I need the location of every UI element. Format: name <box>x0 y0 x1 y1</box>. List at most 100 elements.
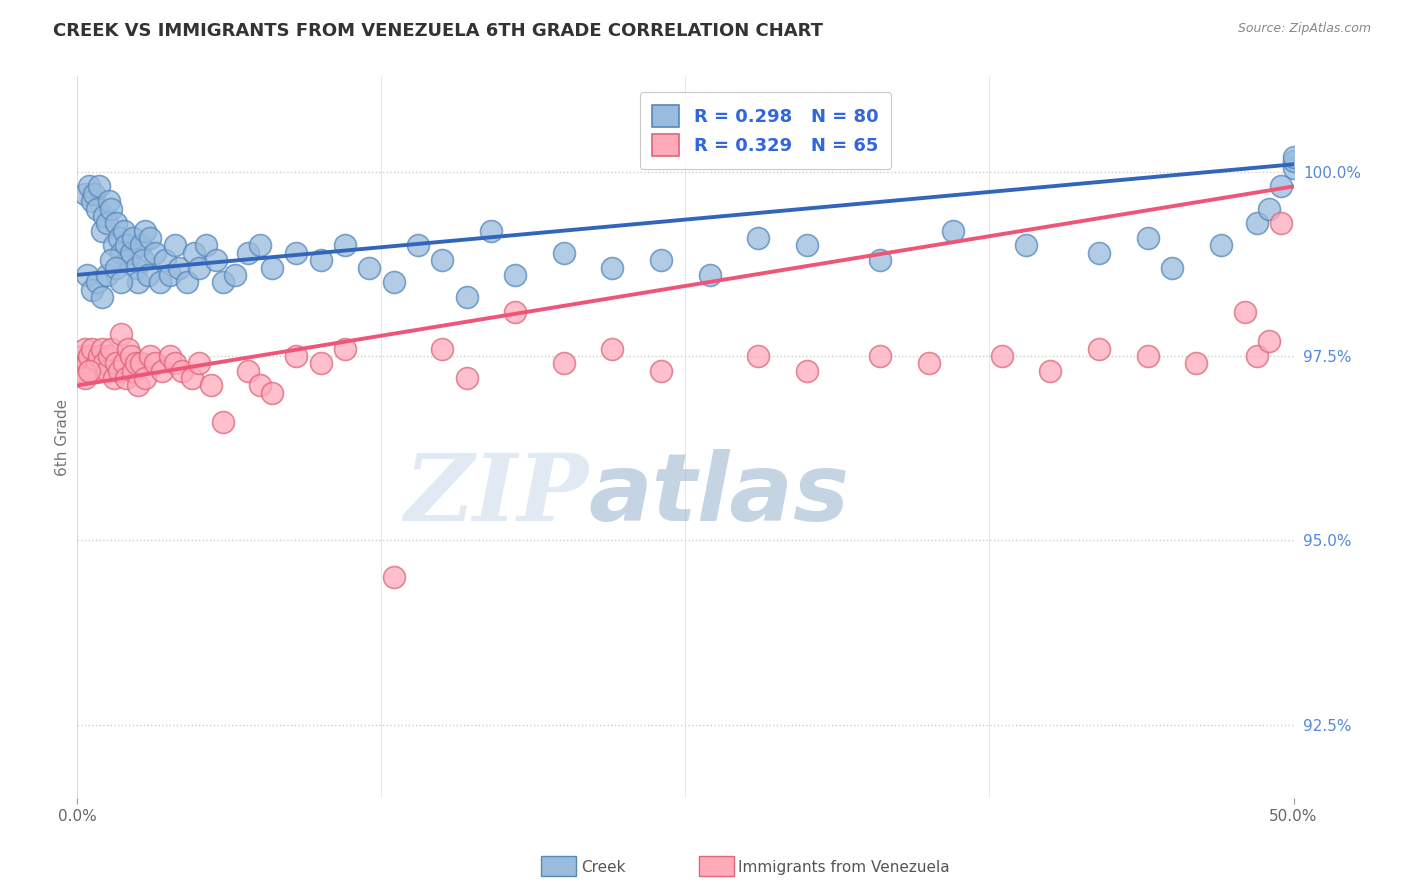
Point <box>224 268 246 282</box>
Point <box>107 364 129 378</box>
Point <box>125 260 148 275</box>
Point <box>176 275 198 289</box>
Point <box>456 290 478 304</box>
Point <box>139 231 162 245</box>
Point <box>110 245 132 260</box>
Point <box>1088 245 1111 260</box>
Text: Source: ZipAtlas.com: Source: ZipAtlas.com <box>1237 22 1371 36</box>
Point <box>86 356 108 370</box>
Point <box>110 275 132 289</box>
Point <box>127 378 149 392</box>
Point <box>143 245 166 260</box>
Point <box>112 356 135 370</box>
Point <box>170 364 193 378</box>
Point <box>80 342 103 356</box>
Point <box>406 238 429 252</box>
Point <box>1136 231 1159 245</box>
Point <box>76 356 98 370</box>
Point <box>97 349 120 363</box>
Point <box>96 268 118 282</box>
Point <box>134 224 156 238</box>
Point <box>180 371 202 385</box>
Point <box>115 238 138 252</box>
Point <box>117 253 139 268</box>
Point <box>942 224 965 238</box>
Point <box>1282 153 1305 168</box>
Point <box>236 364 259 378</box>
Point <box>129 238 152 252</box>
Point <box>73 342 96 356</box>
Point <box>103 238 125 252</box>
Point <box>1233 304 1256 318</box>
Point <box>285 349 308 363</box>
Point <box>100 342 122 356</box>
Point <box>100 202 122 216</box>
Point <box>699 268 721 282</box>
Point <box>309 253 332 268</box>
Point <box>79 364 101 378</box>
Point <box>136 268 159 282</box>
Point <box>188 356 211 370</box>
Point <box>80 283 103 297</box>
Point <box>105 260 128 275</box>
Point <box>127 275 149 289</box>
Point <box>260 260 283 275</box>
Point <box>96 364 118 378</box>
Point <box>69 364 91 378</box>
Point <box>152 364 174 378</box>
Point <box>1270 179 1292 194</box>
Point <box>456 371 478 385</box>
Point <box>149 275 172 289</box>
Point <box>1185 356 1208 370</box>
Point <box>110 326 132 341</box>
Point <box>249 378 271 392</box>
Point <box>86 275 108 289</box>
Point <box>83 186 105 201</box>
Point <box>122 231 145 245</box>
Point <box>503 268 526 282</box>
Point <box>86 202 108 216</box>
Point <box>747 231 769 245</box>
Point <box>309 356 332 370</box>
Point <box>96 216 118 230</box>
Point <box>479 224 502 238</box>
Point <box>285 245 308 260</box>
Point <box>83 364 105 378</box>
Point <box>205 253 228 268</box>
Point <box>650 253 672 268</box>
Point <box>70 349 93 363</box>
Point <box>249 238 271 252</box>
Point <box>333 342 356 356</box>
Point <box>163 356 186 370</box>
Legend: R = 0.298   N = 80, R = 0.329   N = 65: R = 0.298 N = 80, R = 0.329 N = 65 <box>640 92 891 169</box>
Point <box>260 385 283 400</box>
Point <box>80 194 103 209</box>
Point <box>76 268 98 282</box>
Point <box>195 238 218 252</box>
Point <box>869 349 891 363</box>
Y-axis label: 6th Grade: 6th Grade <box>55 399 70 475</box>
Point <box>747 349 769 363</box>
Point <box>602 260 624 275</box>
Point <box>117 342 139 356</box>
Point <box>89 179 111 194</box>
Point <box>143 356 166 370</box>
Point <box>79 179 101 194</box>
Text: atlas: atlas <box>588 449 849 541</box>
Point <box>89 349 111 363</box>
Point <box>105 216 128 230</box>
Point <box>1136 349 1159 363</box>
Point <box>602 342 624 356</box>
Point <box>90 342 112 356</box>
Point <box>1039 364 1062 378</box>
Point <box>1209 238 1232 252</box>
Point <box>503 304 526 318</box>
Point <box>159 349 181 363</box>
Text: Immigrants from Venezuela: Immigrants from Venezuela <box>738 860 950 874</box>
Point <box>1282 150 1305 164</box>
Point <box>382 275 405 289</box>
Point <box>212 275 235 289</box>
Point <box>918 356 941 370</box>
Point <box>115 371 138 385</box>
Point <box>107 231 129 245</box>
